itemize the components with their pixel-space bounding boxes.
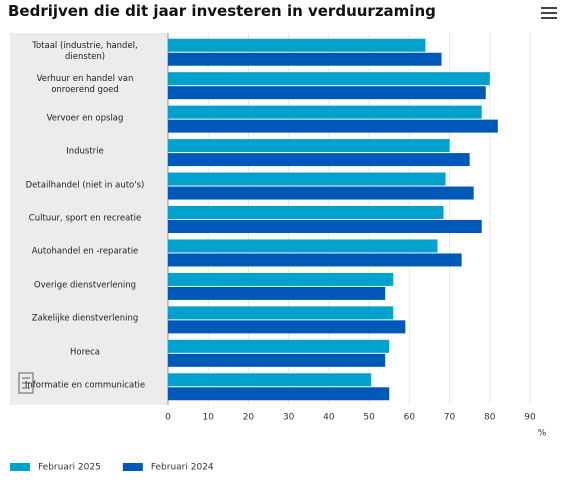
x-tick-label: 70 <box>444 413 456 423</box>
category-label: Horeca <box>69 347 100 358</box>
category-label: Overige dienstverlening <box>33 280 137 291</box>
bar <box>168 86 486 100</box>
chart-title: Bedrijven die dit jaar investeren in ver… <box>8 2 436 20</box>
bar <box>168 72 490 86</box>
category-label: Vervoer en opslag <box>46 113 124 124</box>
bar <box>168 38 426 52</box>
menu-button[interactable] <box>541 7 557 21</box>
bar <box>168 286 386 300</box>
bar <box>168 186 474 200</box>
x-tick-label: 90 <box>524 413 536 423</box>
bar <box>168 105 482 119</box>
category-label: Autohandel en -reparatie <box>31 246 139 257</box>
x-tick-label: 20 <box>243 413 255 423</box>
legend-label: Februari 2025 <box>38 463 101 473</box>
bar <box>168 253 462 267</box>
label-panel <box>10 33 168 405</box>
bar <box>168 387 390 401</box>
category-label: Detailhandel (niet in auto's) <box>25 180 145 191</box>
bar <box>168 220 482 233</box>
bar <box>168 172 446 186</box>
bar <box>168 139 450 153</box>
x-tick-label: 10 <box>202 413 214 423</box>
category-label: Informatie en communicatie <box>24 380 146 391</box>
x-tick-label: 60 <box>404 413 416 423</box>
x-tick-label: 0 <box>165 413 171 423</box>
bar <box>168 353 386 367</box>
bar <box>168 206 444 219</box>
category-label: Totaal (industrie, handel, diensten) <box>32 40 138 62</box>
bar <box>168 239 438 253</box>
bar <box>168 306 394 320</box>
legend-label: Februari 2024 <box>151 463 214 473</box>
bar <box>168 320 406 334</box>
bar <box>168 339 390 353</box>
x-tick-label: 40 <box>323 413 335 423</box>
bar <box>168 119 498 133</box>
bar <box>168 153 470 167</box>
logo <box>18 372 34 394</box>
legend-swatch <box>122 463 143 471</box>
category-label: Verhuur en handel van onroerend goed <box>36 74 134 96</box>
category-label: Industrie <box>66 146 104 157</box>
bar <box>168 52 442 66</box>
category-label: Zakelijke dienstverlening <box>31 313 139 324</box>
x-axis-label: % <box>538 429 547 439</box>
bar <box>168 272 394 286</box>
bar <box>168 373 372 387</box>
x-tick-label: 30 <box>283 413 295 423</box>
x-tick-label: 80 <box>484 413 496 423</box>
category-label: Cultuur, sport en recreatie <box>28 213 142 224</box>
x-tick-label: 50 <box>363 413 375 423</box>
legend-swatch <box>10 463 30 471</box>
